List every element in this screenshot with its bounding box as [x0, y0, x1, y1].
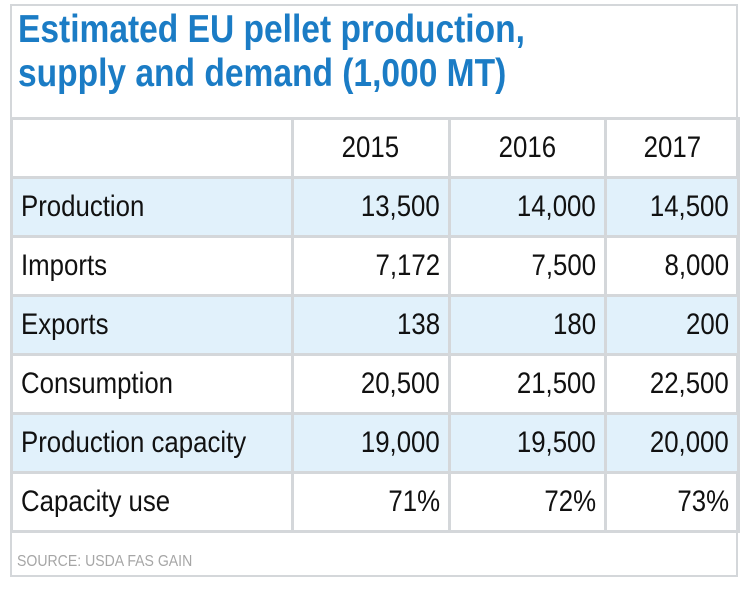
value-cell: 22,500	[603, 353, 741, 415]
value-cell: 71%	[290, 471, 451, 533]
value-cell: 19,500	[447, 412, 607, 474]
table-row: Production 13,500 14,000 14,500	[10, 176, 741, 238]
value-cell: 14,500	[603, 176, 741, 238]
value-cell: 14,000	[447, 176, 607, 238]
row-label: Production	[10, 176, 294, 238]
header-cell	[10, 117, 294, 179]
row-label: Consumption	[10, 353, 294, 415]
table-row: Production capacity 19,000 19,500 20,000	[10, 412, 741, 474]
title-line-1: Estimated EU pellet production,	[18, 8, 525, 51]
table-row: Exports 138 180 200	[10, 294, 741, 356]
header-row: 2015 2016 2017	[10, 117, 741, 179]
source-note: SOURCE: USDA FAS GAIN	[17, 553, 193, 570]
table-row: Consumption 20,500 21,500 22,500	[10, 353, 741, 415]
value-cell: 138	[290, 294, 451, 356]
row-label: Production capacity	[10, 412, 294, 474]
value-cell: 20,500	[290, 353, 451, 415]
title-line-2: supply and demand (1,000 MT)	[18, 52, 507, 95]
value-cell: 72%	[447, 471, 607, 533]
value-cell: 180	[447, 294, 607, 356]
row-label: Imports	[10, 235, 294, 297]
value-cell: 20,000	[603, 412, 741, 474]
data-table: 2015 2016 2017 Production 13,500 14,000 14,…	[10, 117, 741, 533]
value-cell: 21,500	[447, 353, 607, 415]
header-cell: 2015	[290, 117, 451, 179]
value-cell: 7,172	[290, 235, 451, 297]
value-cell: 13,500	[290, 176, 451, 238]
value-cell: 19,000	[290, 412, 451, 474]
table-title: Estimated EU pellet production, supply a…	[18, 8, 607, 96]
value-cell: 200	[603, 294, 741, 356]
header-cell: 2016	[447, 117, 607, 179]
header-cell: 2017	[603, 117, 741, 179]
row-label: Capacity use	[10, 471, 294, 533]
table-row: Imports 7,172 7,500 8,000	[10, 235, 741, 297]
table-row: Capacity use 71% 72% 73%	[10, 471, 741, 533]
value-cell: 8,000	[603, 235, 741, 297]
value-cell: 7,500	[447, 235, 607, 297]
row-label: Exports	[10, 294, 294, 356]
value-cell: 73%	[603, 471, 741, 533]
